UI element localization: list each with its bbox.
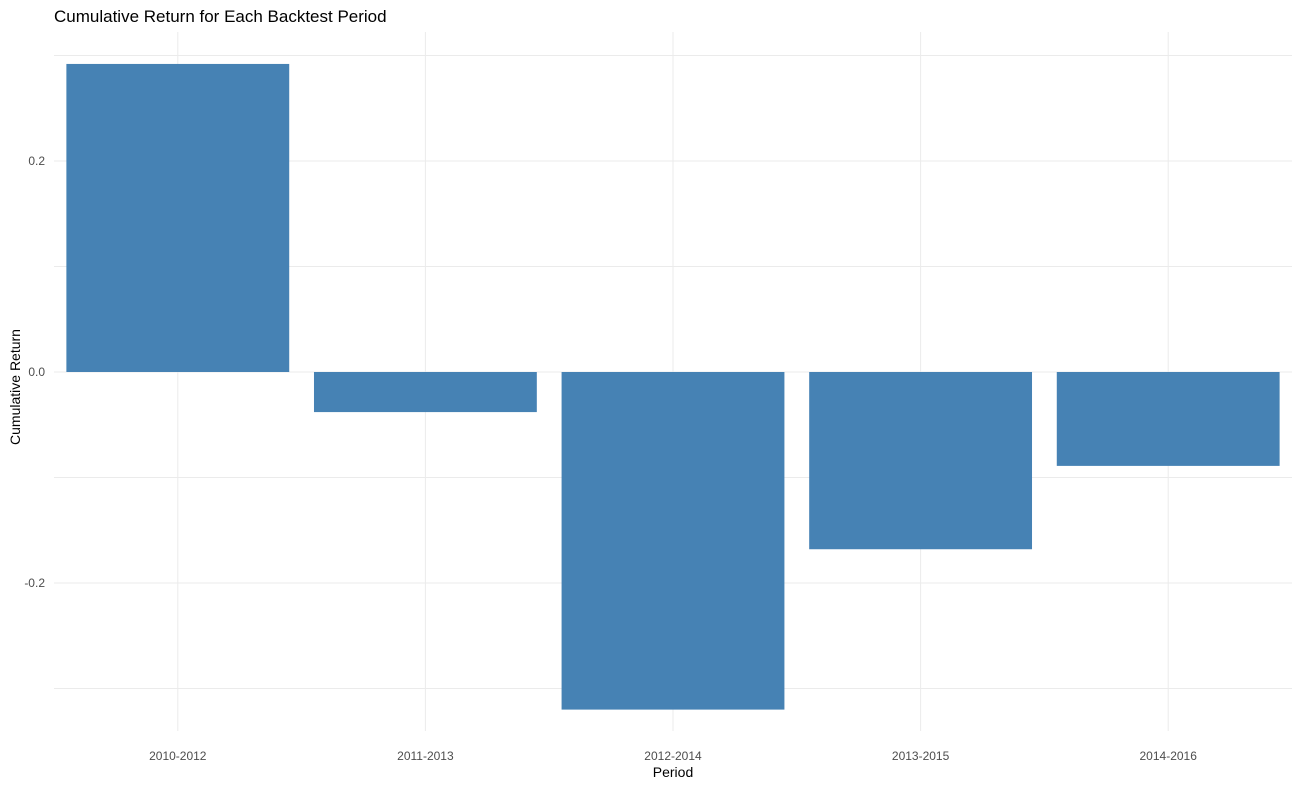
x-axis-title: Period xyxy=(653,764,693,780)
bar-2014-2016 xyxy=(1056,372,1280,466)
chart-title: Cumulative Return for Each Backtest Peri… xyxy=(54,7,387,26)
bar-2011-2013 xyxy=(313,372,537,413)
bar-2012-2014 xyxy=(561,372,785,710)
bar-2010-2012 xyxy=(66,63,290,372)
y-tick-label: 0.2 xyxy=(28,154,45,168)
y-axis-title: Cumulative Return xyxy=(7,329,23,445)
x-tick-label: 2013-2015 xyxy=(892,749,950,763)
x-tick-label: 2012-2014 xyxy=(644,749,702,763)
bar-2013-2015 xyxy=(809,372,1033,550)
x-tick-label: 2011-2013 xyxy=(397,749,454,763)
x-tick-label: 2014-2016 xyxy=(1140,749,1198,763)
bars xyxy=(66,63,1280,710)
x-tick-labels: 2010-2012 2011-2013 2012-2014 2013-2015 2014… xyxy=(149,749,1197,763)
y-tick-labels: -0.2 0.0 0.2 xyxy=(24,154,45,590)
x-tick-label: 2010-2012 xyxy=(149,749,207,763)
y-tick-label: 0.0 xyxy=(28,365,45,379)
y-tick-label: -0.2 xyxy=(24,576,45,590)
